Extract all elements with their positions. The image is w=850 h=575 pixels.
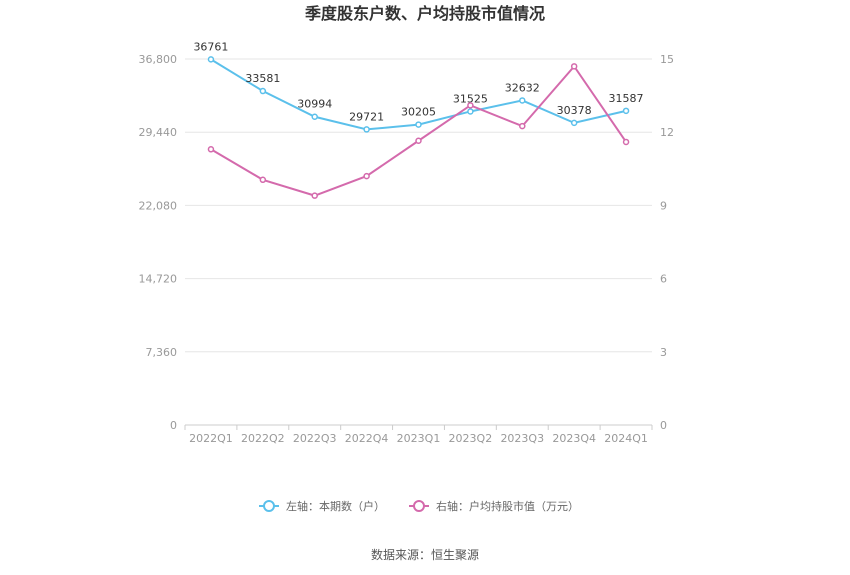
legend-item[interactable]: 右轴：户均持股市值（万元） xyxy=(409,499,579,513)
legend-label: 左轴：本期数（户） xyxy=(286,499,385,513)
y-left-tick-label: 22,080 xyxy=(139,199,178,212)
grid xyxy=(185,58,652,426)
data-label: 33581 xyxy=(245,72,280,85)
data-label: 30378 xyxy=(557,104,592,117)
y-left-tick-label: 0 xyxy=(170,419,177,432)
left-axis: 0 7,360 14,720 22,080 29,440 36,800 xyxy=(139,53,178,432)
data-point[interactable] xyxy=(519,97,526,104)
legend-marker-icon xyxy=(413,500,425,512)
x-tick-label: 2023Q2 xyxy=(449,432,493,445)
x-tick-label: 2023Q4 xyxy=(552,432,596,445)
data-label: 31525 xyxy=(453,92,488,105)
y-right-tick-label: 3 xyxy=(660,346,667,359)
y-right-tick-label: 15 xyxy=(660,53,674,66)
x-axis: 2022Q1 2022Q2 2022Q3 2022Q4 2023Q1 2023Q2 2023… xyxy=(184,425,653,445)
right-axis: 0 3 6 9 12 15 xyxy=(660,53,674,432)
series-line xyxy=(210,58,627,131)
data-point[interactable] xyxy=(363,172,370,180)
x-tick-label: 2023Q3 xyxy=(500,432,544,445)
series-layer: 36761 33581 30994 29721 30205 31525 32632 30378… xyxy=(193,40,644,199)
data-point[interactable] xyxy=(311,192,318,199)
data-point[interactable] xyxy=(467,108,474,115)
y-left-tick-label: 14,720 xyxy=(139,273,178,286)
chart-title: 季度股东户数、户均持股市值情况 xyxy=(304,4,545,23)
data-point[interactable] xyxy=(519,122,526,130)
y-left-tick-label: 29,440 xyxy=(139,126,178,139)
y-right-tick-label: 12 xyxy=(660,126,674,139)
data-point[interactable] xyxy=(259,87,267,95)
data-point[interactable] xyxy=(207,146,215,153)
legend-label: 右轴：户均持股市值（万元） xyxy=(436,499,579,513)
legend-marker-icon xyxy=(263,500,275,512)
data-point[interactable] xyxy=(415,137,422,144)
y-right-tick-label: 6 xyxy=(660,273,667,286)
data-label: 30205 xyxy=(401,106,436,119)
data-point[interactable] xyxy=(207,56,215,63)
data-point[interactable] xyxy=(570,119,578,127)
data-point[interactable] xyxy=(622,107,630,115)
x-tick-label: 2024Q1 xyxy=(604,432,648,445)
data-label: 31587 xyxy=(609,92,644,105)
data-point[interactable] xyxy=(622,138,630,146)
x-tick-label: 2022Q4 xyxy=(345,432,389,445)
data-point[interactable] xyxy=(311,113,318,120)
x-tick-label: 2022Q3 xyxy=(293,432,337,445)
data-point[interactable] xyxy=(467,102,474,109)
data-label: 29721 xyxy=(349,110,384,123)
y-left-tick-label: 7,360 xyxy=(146,346,178,359)
legend[interactable]: 左轴：本期数（户） 右轴：户均持股市值（万元） xyxy=(259,499,579,513)
x-tick-label: 2022Q1 xyxy=(189,432,233,445)
data-point[interactable] xyxy=(363,126,370,133)
data-label: 30994 xyxy=(297,98,332,111)
data-point[interactable] xyxy=(259,176,267,184)
y-right-tick-label: 0 xyxy=(660,419,667,432)
y-left-tick-label: 36,800 xyxy=(139,53,178,66)
legend-item[interactable]: 左轴：本期数（户） xyxy=(259,499,385,513)
x-tick-label: 2022Q2 xyxy=(241,432,285,445)
source-note: 数据来源：恒生聚源 xyxy=(371,547,479,562)
data-point[interactable] xyxy=(570,63,578,70)
y-right-tick-label: 9 xyxy=(660,199,667,212)
data-label: 36761 xyxy=(193,40,228,53)
data-point[interactable] xyxy=(415,121,422,128)
series-line xyxy=(210,64,627,197)
data-label: 32632 xyxy=(505,81,540,94)
x-tick-label: 2023Q1 xyxy=(397,432,441,445)
